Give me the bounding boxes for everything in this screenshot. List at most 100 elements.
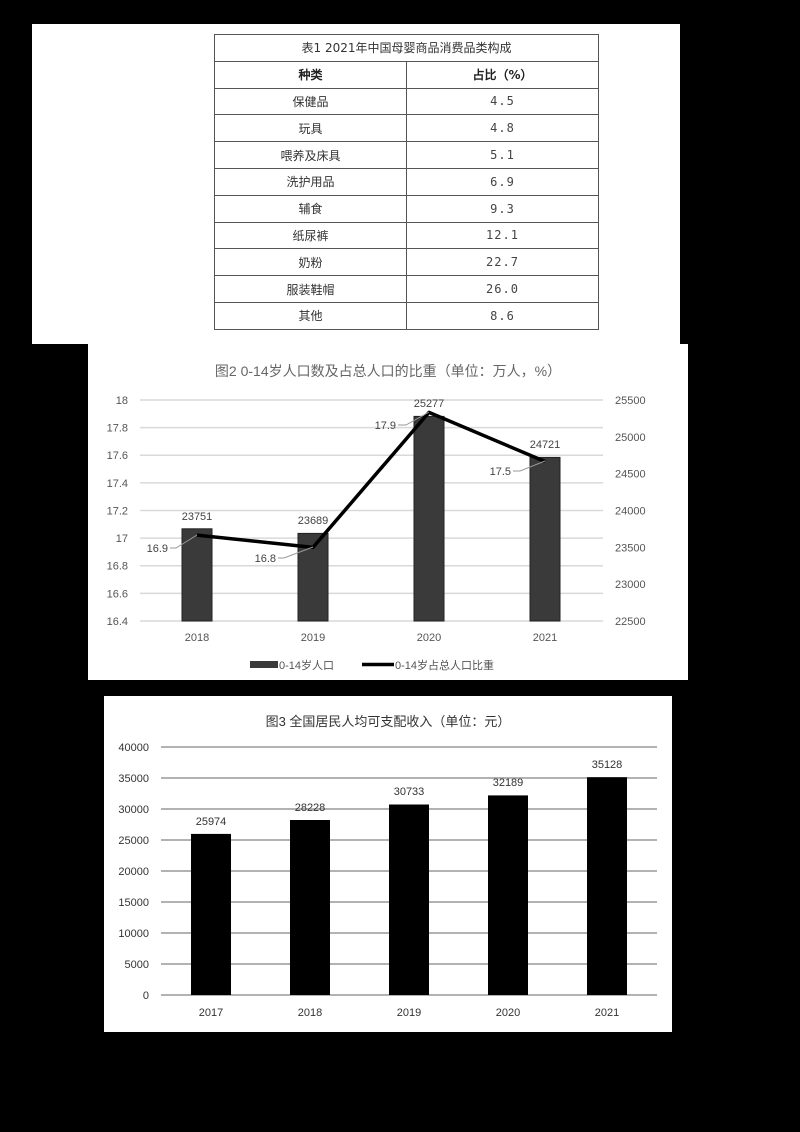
category-cell: 服装鞋帽 [214,275,407,303]
bar-labels: 23751 23689 25277 24721 [182,398,561,527]
table-row: 洗护用品 6.9 [214,167,599,196]
bar-2020 [413,415,445,622]
x-tick: 2021 [533,632,557,644]
bar-label: 23689 [298,515,329,527]
right-tick: 24000 [615,506,646,518]
legend-bar-label: 0-14岁人口 [279,658,334,672]
table-row: 喂养及床具 5.1 [214,141,599,169]
bar-2019 [389,804,429,995]
value-cell: 8.6 [406,301,599,330]
bar-2017 [191,833,231,995]
right-tick: 23500 [615,542,646,554]
x-tick: 2021 [595,1007,619,1019]
y-tick: 15000 [118,897,149,909]
value-cell: 4.5 [406,87,599,116]
value-cell: 5.1 [406,141,599,169]
left-tick: 17.8 [107,423,128,435]
left-tick: 17 [116,533,128,545]
income-chart: 图3 全国居民人均可支配收入（单位：元） 40000 35000 30000 2… [118,714,657,1019]
bar-2018 [181,528,213,622]
income-chart-panel: 图3 全国居民人均可支配收入（单位：元） 40000 35000 30000 2… [104,696,672,1032]
x-axis: 2017 2018 2019 2020 2021 [199,1007,619,1019]
legend-bar-swatch [250,661,278,668]
table-row: 服装鞋帽 26.0 [214,275,599,303]
value-cell: 26.0 [406,275,599,303]
category-cell: 其他 [214,301,407,330]
category-cell: 辅食 [214,194,407,223]
y-tick: 35000 [118,773,149,785]
line-label: 17.5 [490,466,511,478]
population-chart-panel: 图2 0-14岁人口数及占总人口的比重（单位：万人，%） 18 17.8 17.… [88,344,688,680]
bar-label: 32189 [493,777,524,789]
value-cell: 9.3 [406,194,599,223]
share-line [196,410,546,550]
population-chart: 图2 0-14岁人口数及占总人口的比重（单位：万人，%） 18 17.8 17.… [107,363,646,672]
bar-label: 25974 [196,816,227,828]
y-tick: 5000 [125,959,149,971]
value-cell: 22.7 [406,248,599,277]
consumption-table: 表1 2021年中国母婴商品消费品类构成 种类 占比（%） 保健品 4.5 玩具 4… [214,34,599,330]
left-tick: 17.6 [107,450,128,462]
bar-labels: 25974 28228 30733 32189 35128 [196,759,623,828]
value-cell: 6.9 [406,167,599,196]
bar-2021 [587,777,627,995]
category-cell: 玩具 [214,114,407,143]
table-panel: 表1 2021年中国母婴商品消费品类构成 种类 占比（%） 保健品 4.5 玩具 4… [32,24,680,344]
table-row: 保健品 4.5 [214,87,599,116]
left-tick: 16.4 [107,616,128,628]
x-tick: 2018 [185,632,209,644]
left-tick: 17.2 [107,506,128,518]
income-bars [191,777,627,995]
legend-line-label: 0-14岁占总人口比重 [395,658,494,672]
table-row: 纸尿裤 12.1 [214,221,599,250]
value-cell: 4.8 [406,114,599,143]
x-tick: 2019 [397,1007,421,1019]
category-cell: 纸尿裤 [214,221,407,250]
value-cell: 12.1 [406,221,599,250]
y-tick: 0 [143,990,149,1002]
y-tick: 25000 [118,835,149,847]
y-tick: 40000 [118,742,149,754]
category-cell: 喂养及床具 [214,141,407,169]
table-row: 其他 8.6 [214,301,599,330]
bar-2018 [290,820,330,995]
right-axis: 25500 25000 24500 24000 23500 23000 2250… [615,395,646,628]
x-axis: 2018 2019 2020 2021 [185,632,557,644]
left-axis: 18 17.8 17.6 17.4 17.2 17 16.8 16.6 16.4 [107,395,128,628]
y-tick: 10000 [118,928,149,940]
table-row: 奶粉 22.7 [214,248,599,277]
right-tick: 25000 [615,432,646,444]
category-cell: 洗护用品 [214,167,407,196]
y-tick: 20000 [118,866,149,878]
bar-label: 28228 [295,802,326,814]
x-tick: 2019 [301,632,325,644]
bar-label: 30733 [394,786,425,798]
bar-label: 35128 [592,759,623,771]
category-cell: 奶粉 [214,248,407,277]
bar-label: 24721 [530,439,561,451]
x-tick: 2020 [417,632,441,644]
left-tick: 16.8 [107,561,128,573]
left-tick: 18 [116,395,128,407]
right-tick: 25500 [615,395,646,407]
bar-label: 25277 [414,398,445,410]
bar-2020 [488,795,528,995]
table-row: 辅食 9.3 [214,194,599,223]
bar-label: 23751 [182,511,213,523]
line-label: 16.8 [255,553,276,565]
line-label: 16.9 [147,543,168,555]
column-header-share: 占比（%） [406,60,599,89]
line-labels: 16.9 16.8 17.9 17.5 [147,420,511,565]
right-tick: 22500 [615,616,646,628]
right-tick: 24500 [615,469,646,481]
line-label: 17.9 [375,420,396,432]
y-tick: 30000 [118,804,149,816]
table-title: 表1 2021年中国母婴商品消费品类构成 [214,34,599,62]
bar-2021 [529,456,561,622]
leader-lines [170,411,546,559]
chart-title: 图2 0-14岁人口数及占总人口的比重（单位：万人，%） [215,363,561,379]
x-tick: 2020 [496,1007,520,1019]
left-tick: 16.6 [107,588,128,600]
population-bars [181,415,561,622]
table-row: 玩具 4.8 [214,114,599,143]
